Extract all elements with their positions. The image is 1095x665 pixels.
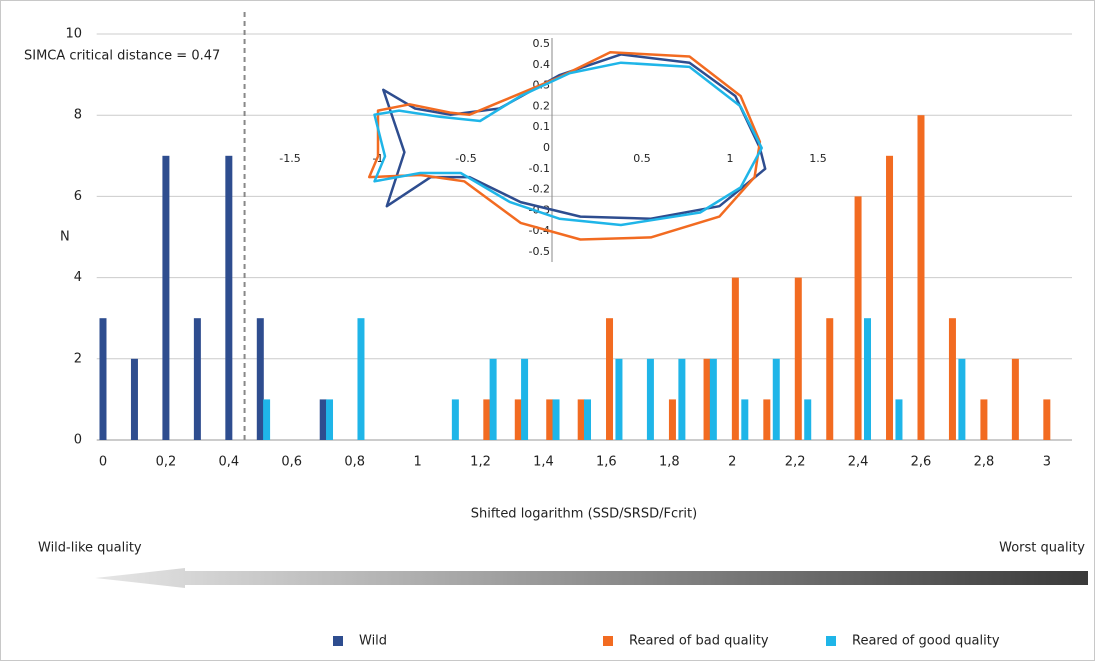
bar (980, 399, 987, 440)
legend-swatch (333, 636, 343, 646)
inset-x-tick-label: 1.5 (809, 152, 827, 165)
bar (584, 399, 591, 440)
left-quality-label: Wild-like quality (38, 541, 142, 556)
bar (131, 359, 138, 440)
y-tick-label: 10 (65, 27, 82, 42)
x-tick-label: 2 (728, 455, 736, 470)
fish-outline (383, 54, 765, 218)
annotation: SIMCA critical distance = 0.47 (24, 49, 220, 64)
x-tick-label: 2,2 (785, 455, 806, 470)
bar (732, 278, 739, 440)
inset-y-tick-label: -0.5 (529, 245, 550, 258)
legend-label: Reared of bad quality (629, 634, 769, 649)
x-tick-label: 0,6 (281, 455, 302, 470)
y-tick-label: 0 (74, 433, 82, 448)
bar (949, 318, 956, 440)
bar (917, 115, 924, 440)
y-axis-label: N (60, 230, 70, 245)
legend-label: Reared of good quality (852, 634, 1000, 649)
bar (225, 156, 232, 440)
bar (615, 359, 622, 440)
inset-y-tick-label: -0.1 (529, 162, 550, 175)
inset-x-tick-label: 1 (727, 152, 734, 165)
bar (263, 399, 270, 440)
bar (257, 318, 264, 440)
bar (678, 359, 685, 440)
inset-y-tick-label: 0 (543, 141, 550, 154)
bar (326, 399, 333, 440)
fish-outline (375, 63, 762, 225)
bar (773, 359, 780, 440)
y-tick-label: 8 (74, 108, 82, 123)
x-tick-label: 1,4 (533, 455, 554, 470)
bar (804, 399, 811, 440)
legend-label: Wild (359, 634, 387, 649)
bar (958, 359, 965, 440)
x-tick-label: 3 (1043, 455, 1051, 470)
inset-x-tick-label: -1.5 (279, 152, 300, 165)
bar (553, 399, 560, 440)
x-tick-label: 0,2 (156, 455, 177, 470)
bar (546, 399, 553, 440)
x-tick-label: 2,4 (848, 455, 869, 470)
bar (194, 318, 201, 440)
inset-y-tick-label: 0.4 (533, 58, 551, 71)
bar (763, 399, 770, 440)
x-tick-label: 1,2 (470, 455, 491, 470)
bar (606, 318, 613, 440)
bar (490, 359, 497, 440)
bar (320, 399, 327, 440)
x-tick-label: 1,8 (659, 455, 680, 470)
legend-swatch (603, 636, 613, 646)
bar (578, 399, 585, 440)
inset-y-tick-label: 0.5 (533, 37, 551, 50)
inset-y-tick-label: -0.2 (529, 183, 550, 196)
inset-y-tick-label: 0.1 (533, 120, 551, 133)
x-tick-label: 1 (413, 455, 421, 470)
legend-swatch (826, 636, 836, 646)
bar (99, 318, 106, 440)
bar (1043, 399, 1050, 440)
x-tick-label: 2,6 (911, 455, 932, 470)
bar (669, 399, 676, 440)
x-axis-label: Shifted logarithm (SSD/SRSD/Fcrit) (471, 507, 697, 522)
bar (710, 359, 717, 440)
bar (795, 278, 802, 440)
x-tick-label: 0,8 (344, 455, 365, 470)
bar (741, 399, 748, 440)
bar (162, 156, 169, 440)
y-tick-label: 2 (74, 351, 82, 366)
inset-x-tick-label: 0.5 (633, 152, 651, 165)
chart: Wild-like quality Worst quality N Shifte… (0, 0, 1095, 661)
x-tick-label: 0,4 (218, 455, 239, 470)
bar (483, 399, 490, 440)
bar (864, 318, 871, 440)
bar (704, 359, 711, 440)
x-tick-label: 1,6 (596, 455, 617, 470)
bar (855, 196, 862, 440)
quality-arrow (95, 568, 1088, 588)
bar (515, 399, 522, 440)
bar (357, 318, 364, 440)
bar (647, 359, 654, 440)
y-tick-label: 6 (74, 189, 82, 204)
bar (1012, 359, 1019, 440)
bar (895, 399, 902, 440)
bar (826, 318, 833, 440)
right-quality-label: Worst quality (999, 541, 1085, 556)
inset-y-tick-label: 0.2 (533, 99, 551, 112)
bar (886, 156, 893, 440)
y-tick-label: 4 (74, 270, 82, 285)
bar (521, 359, 528, 440)
bar (452, 399, 459, 440)
x-tick-label: 2,8 (974, 455, 995, 470)
inset-x-tick-label: -0.5 (455, 152, 476, 165)
x-tick-label: 0 (99, 455, 107, 470)
